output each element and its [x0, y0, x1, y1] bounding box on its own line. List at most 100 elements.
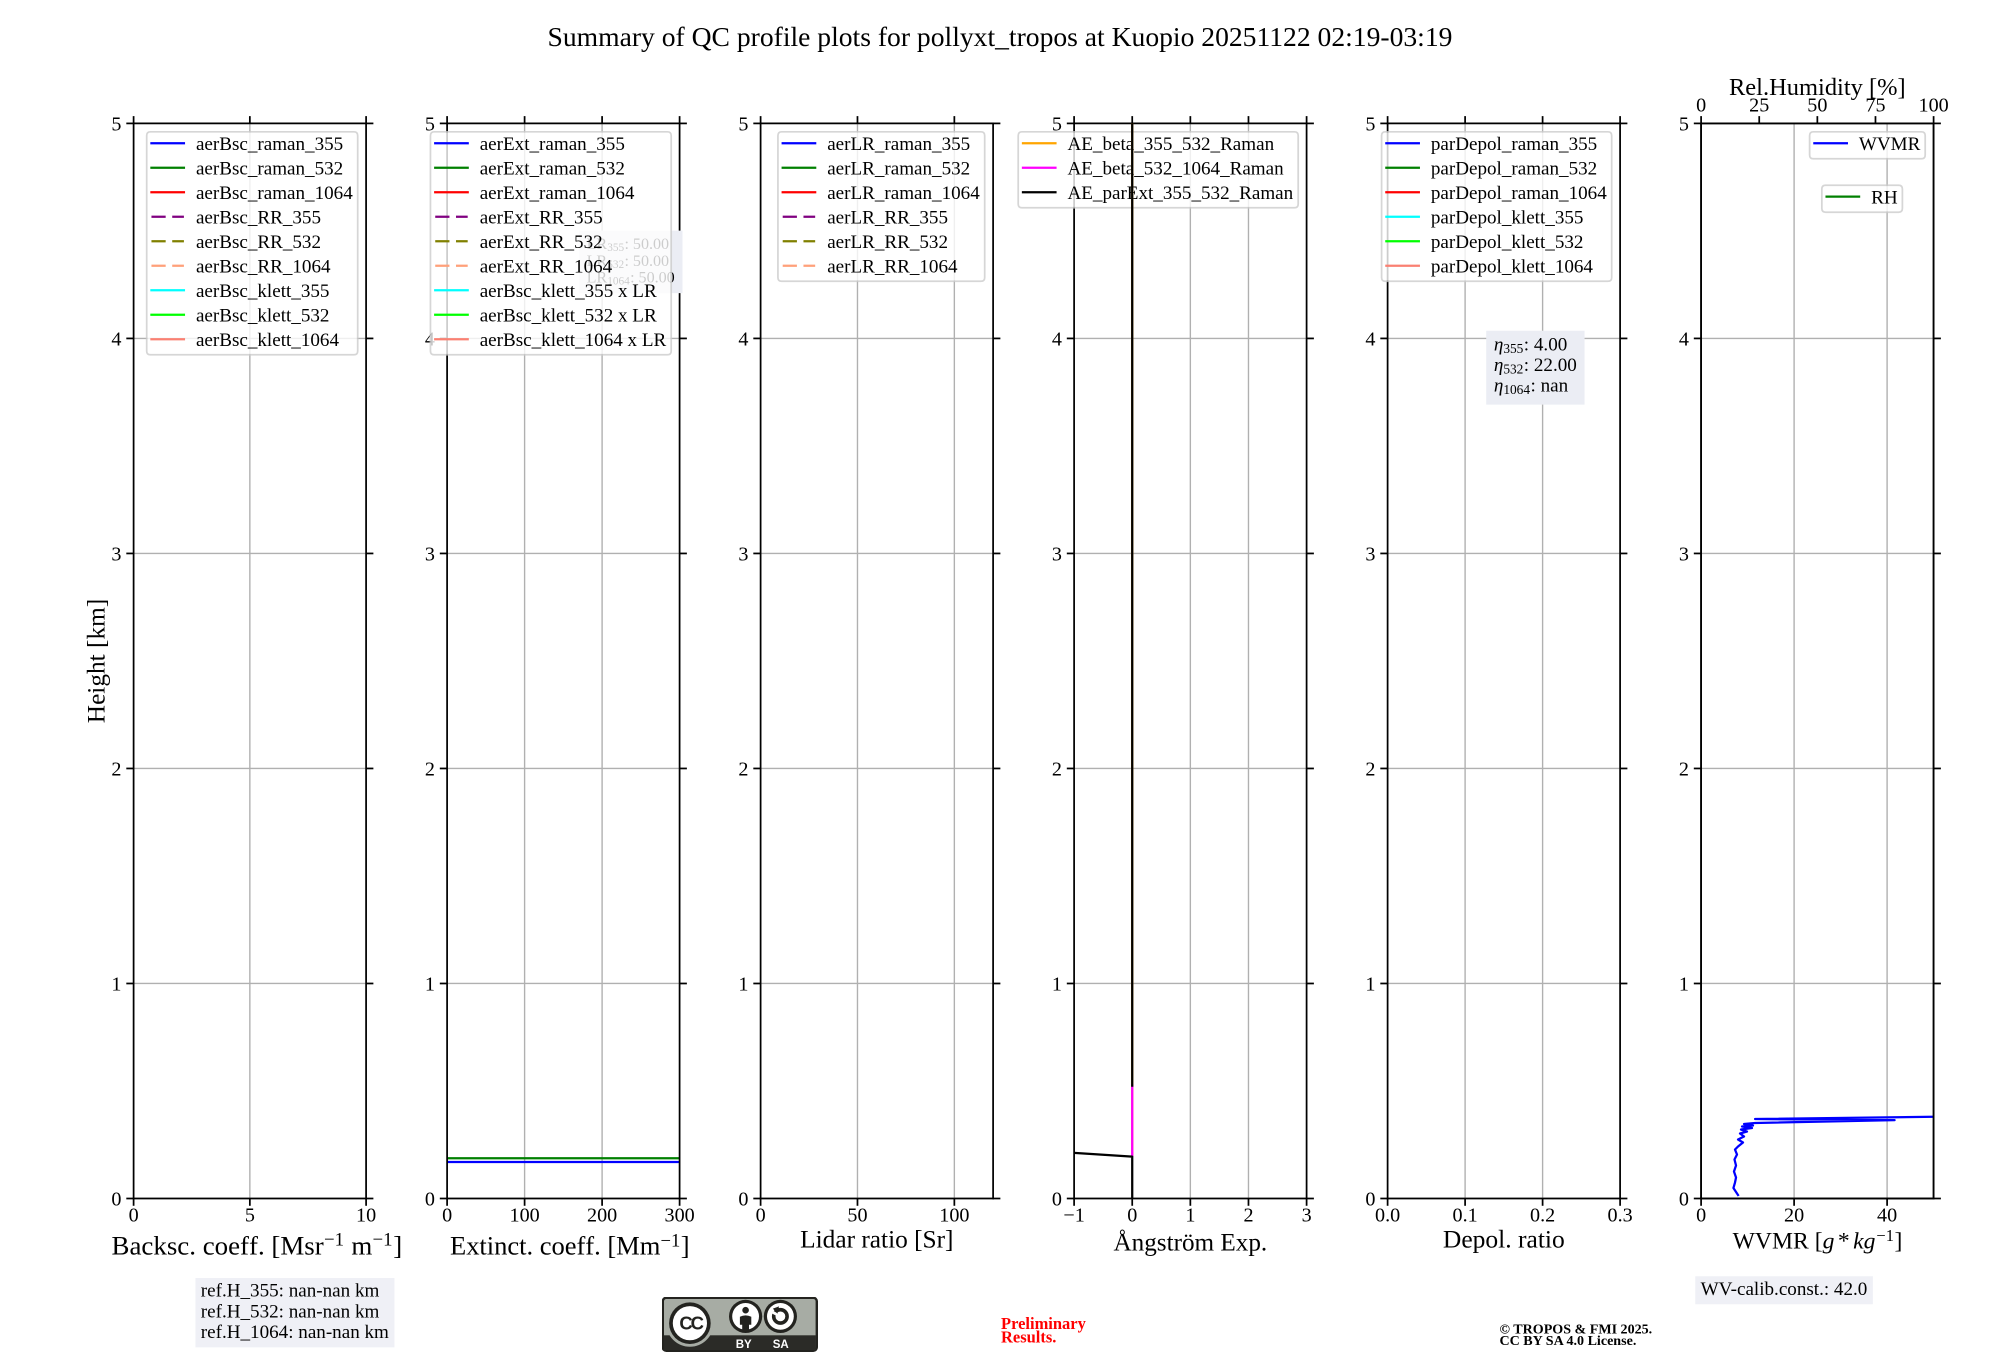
- svg-text:E x t i: E x t i n c t . c o e f f . [ M m ] − 1: [450, 1222, 697, 1261]
- svg-text:0: 0: [1696, 1204, 1706, 1226]
- svg-text:aerLR_raman_1064: aerLR_raman_1064: [827, 183, 980, 204]
- svg-text:1: 1: [111, 973, 121, 995]
- svg-text:100: 100: [510, 1204, 540, 1226]
- svg-text:aerBsc_klett_532 x LR: aerBsc_klett_532 x LR: [480, 305, 657, 326]
- svg-text:AE_parExt_355_532_Raman: AE_parExt_355_532_Raman: [1067, 183, 1293, 204]
- svg-text:aerLR_raman_532: aerLR_raman_532: [827, 158, 970, 179]
- svg-text:aerExt_RR_532: aerExt_RR_532: [480, 232, 603, 253]
- svg-text:SA: SA: [773, 1339, 789, 1351]
- svg-text:0: 0: [425, 1188, 435, 1210]
- svg-text:2: 2: [1052, 758, 1062, 780]
- svg-text:0.3: 0.3: [1608, 1204, 1633, 1226]
- svg-text:2: 2: [738, 758, 748, 780]
- svg-text:AE_beta_532_1064_Raman: AE_beta_532_1064_Raman: [1067, 158, 1284, 179]
- svg-text:aerLR_raman_355: aerLR_raman_355: [827, 134, 970, 155]
- svg-text:3: 3: [1365, 543, 1375, 565]
- svg-text:4: 4: [1365, 328, 1375, 350]
- svg-text:parDepol_raman_355: parDepol_raman_355: [1431, 134, 1597, 155]
- svg-text:25: 25: [1749, 94, 1769, 116]
- svg-text:WV-calib.const.: 42.0: WV-calib.const.: 42.0: [1701, 1279, 1868, 1300]
- svg-text:50: 50: [1807, 94, 1827, 116]
- svg-text:75: 75: [1865, 94, 1885, 116]
- svg-text:WVMR: WVMR: [1859, 134, 1921, 155]
- svg-text:0: 0: [1696, 94, 1706, 116]
- svg-text:aerBsc_RR_532: aerBsc_RR_532: [196, 232, 321, 253]
- svg-text:parDepol_klett_355: parDepol_klett_355: [1431, 207, 1584, 228]
- svg-text:200: 200: [587, 1204, 617, 1226]
- svg-text:300: 300: [665, 1204, 695, 1226]
- svg-text:aerBsc_klett_1064: aerBsc_klett_1064: [196, 330, 340, 351]
- svg-text:3: 3: [1679, 543, 1689, 565]
- svg-text:aerBsc_raman_532: aerBsc_raman_532: [196, 158, 343, 179]
- svg-text:4: 4: [1679, 328, 1689, 350]
- svg-text:100: 100: [1919, 94, 1949, 116]
- svg-text:5: 5: [738, 113, 748, 135]
- svg-text:0: 0: [738, 1188, 748, 1210]
- svg-text:−1: −1: [1063, 1204, 1084, 1226]
- svg-text:4: 4: [111, 328, 121, 350]
- svg-text:5: 5: [245, 1204, 255, 1226]
- svg-text:10: 10: [356, 1204, 376, 1226]
- svg-text:ref.H_355: nan-nan km: ref.H_355: nan-nan km: [201, 1281, 380, 1302]
- svg-text:5: 5: [425, 113, 435, 135]
- svg-text:aerLR_RR_1064: aerLR_RR_1064: [827, 256, 958, 277]
- svg-text:1: 1: [738, 973, 748, 995]
- svg-text:1: 1: [1679, 973, 1689, 995]
- svg-text:aerBsc_raman_355: aerBsc_raman_355: [196, 134, 343, 155]
- svg-text:CC: CC: [679, 1313, 703, 1334]
- svg-text:© TROPOS & FMI 2025.: © TROPOS & FMI 2025.: [1500, 1322, 1653, 1338]
- svg-text:5: 5: [111, 113, 121, 135]
- svg-text:Height [km]: Height [km]: [83, 599, 111, 724]
- svg-text:5: 5: [1679, 113, 1689, 135]
- svg-text:0: 0: [1127, 1204, 1137, 1226]
- svg-text:aerBsc_raman_1064: aerBsc_raman_1064: [196, 183, 353, 204]
- svg-text:ref.H_1064: nan-nan km: ref.H_1064: nan-nan km: [201, 1322, 389, 1343]
- svg-text:0.0: 0.0: [1375, 1204, 1400, 1226]
- svg-text:aerExt_RR_355: aerExt_RR_355: [480, 207, 603, 228]
- svg-text:W V M R: W V M R [ * ] g k g − 1: [1733, 1217, 1910, 1256]
- svg-text:Summary of QC profile plots fo: Summary of QC profile plots for pollyxt_…: [548, 21, 1453, 52]
- svg-text:Depol. ratio: Depol. ratio: [1443, 1225, 1565, 1254]
- svg-text:Results.: Results.: [1001, 1327, 1056, 1346]
- svg-text:4: 4: [1052, 328, 1062, 350]
- svg-text:parDepol_klett_1064: parDepol_klett_1064: [1431, 256, 1594, 277]
- svg-text:aerBsc_klett_1064 x LR: aerBsc_klett_1064 x LR: [480, 330, 667, 351]
- svg-text:aerExt_raman_1064: aerExt_raman_1064: [480, 183, 635, 204]
- svg-text:AE_beta_355_532_Raman: AE_beta_355_532_Raman: [1067, 134, 1274, 155]
- svg-text:aerLR_RR_532: aerLR_RR_532: [827, 232, 948, 253]
- svg-text:2: 2: [1243, 1204, 1253, 1226]
- svg-text:0.2: 0.2: [1530, 1204, 1555, 1226]
- svg-text:0: 0: [442, 1204, 452, 1226]
- svg-text:Rel.Humidity [%]: Rel.Humidity [%]: [1729, 74, 1906, 101]
- svg-text:1: 1: [1185, 1204, 1195, 1226]
- svg-text:5: 5: [1365, 113, 1375, 135]
- svg-text:2: 2: [425, 758, 435, 780]
- svg-text:1: 1: [1365, 973, 1375, 995]
- svg-text:0.1: 0.1: [1453, 1204, 1478, 1226]
- svg-text:Ångström Exp.: Ångström Exp.: [1113, 1230, 1267, 1257]
- svg-text:1: 1: [1052, 973, 1062, 995]
- svg-text:0: 0: [129, 1204, 139, 1226]
- svg-text:ref.H_532: nan-nan km: ref.H_532: nan-nan km: [201, 1301, 380, 1322]
- svg-text:3: 3: [738, 543, 748, 565]
- svg-text:B a c k: B a c k s c . c o e f f . [ M s r m ] −: [112, 1222, 410, 1262]
- svg-text:100: 100: [939, 1204, 969, 1226]
- svg-text:aerExt_raman_355: aerExt_raman_355: [480, 134, 625, 155]
- svg-text:2: 2: [1679, 758, 1689, 780]
- svg-text:aerLR_RR_355: aerLR_RR_355: [827, 207, 948, 228]
- svg-text:RH: RH: [1871, 187, 1898, 208]
- svg-text:3: 3: [425, 543, 435, 565]
- svg-text:η 3 5 5: η 3 5 5 : 4 . 0 0: [1494, 326, 1567, 360]
- svg-text:parDepol_raman_532: parDepol_raman_532: [1431, 158, 1597, 179]
- svg-text:aerBsc_RR_355: aerBsc_RR_355: [196, 207, 321, 228]
- svg-text:parDepol_raman_1064: parDepol_raman_1064: [1431, 183, 1607, 204]
- svg-text:aerBsc_klett_355 x LR: aerBsc_klett_355 x LR: [480, 281, 657, 302]
- svg-text:0: 0: [1679, 1188, 1689, 1210]
- svg-text:40: 40: [1877, 1204, 1897, 1226]
- svg-text:4: 4: [738, 328, 748, 350]
- svg-text:parDepol_klett_532: parDepol_klett_532: [1431, 232, 1584, 253]
- svg-text:20: 20: [1784, 1204, 1804, 1226]
- svg-text:aerBsc_klett_532: aerBsc_klett_532: [196, 305, 330, 326]
- svg-text:3: 3: [1052, 543, 1062, 565]
- svg-text:Preliminary: Preliminary: [1001, 1314, 1087, 1333]
